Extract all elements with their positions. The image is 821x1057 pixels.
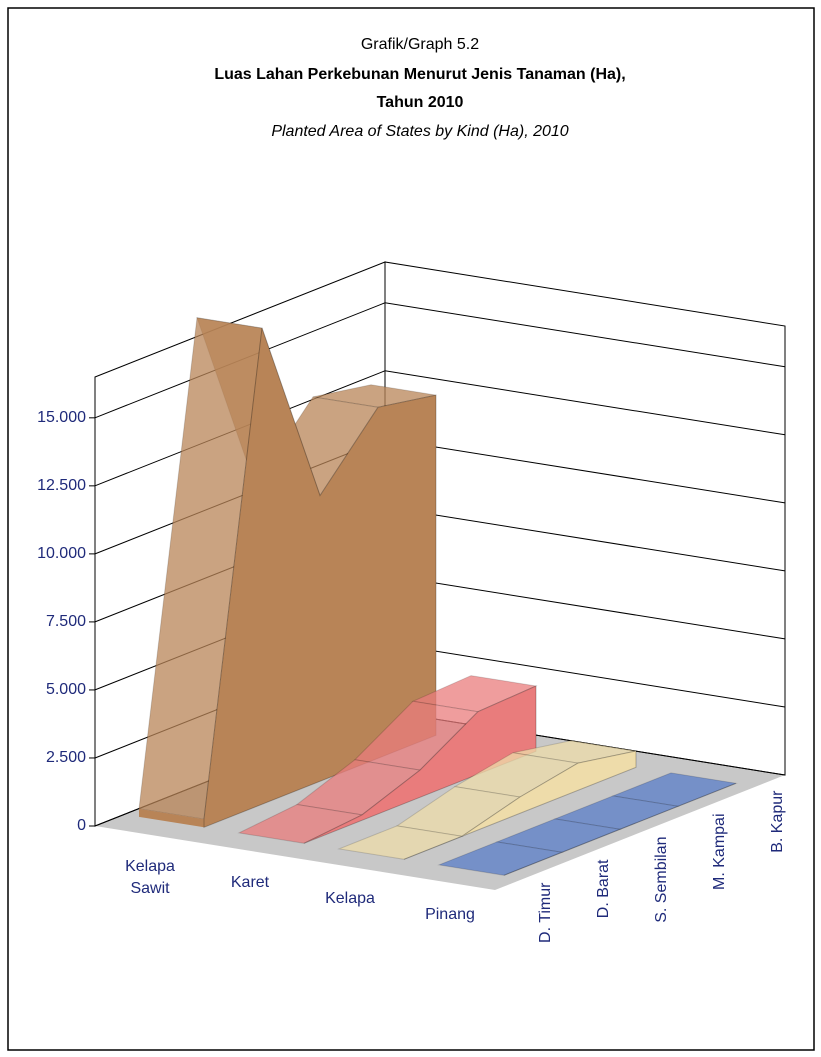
series-label: Karet	[230, 874, 270, 891]
ribbon-face	[203, 327, 437, 829]
series-label: Kelapa	[325, 890, 375, 907]
ribbon-end	[139, 808, 204, 828]
ribbon-face	[503, 782, 737, 876]
x-tick-label: D. Timur	[537, 882, 554, 943]
y-tick-label: 12.500	[37, 477, 86, 494]
chart-title: Tahun 2010	[377, 94, 464, 111]
chart-title: Luas Lahan Perkebunan Menurut Jenis Tana…	[214, 66, 625, 83]
y-tick-label: 5.000	[46, 681, 86, 698]
frame	[7, 7, 815, 1051]
x-tick-label: S. Sembilan	[653, 837, 670, 923]
x-tick-label: M. Kampai	[711, 814, 728, 890]
ribbon-face	[403, 750, 637, 860]
series-label: Kelapa Sawit	[125, 858, 175, 897]
y-tick-label: 0	[77, 817, 86, 834]
x-tick-label: B. Kapur	[769, 790, 786, 853]
y-tick-label: 15.000	[37, 409, 86, 426]
y-tick-label: 7.500	[46, 613, 86, 630]
y-tick-label: 10.000	[37, 545, 86, 562]
series-label: Pinang	[425, 906, 475, 923]
chart-pretitle: Grafik/Graph 5.2	[361, 36, 479, 53]
chart-subtitle: Planted Area of States by Kind (Ha), 201…	[271, 123, 568, 140]
y-tick-label: 2.500	[46, 749, 86, 766]
x-tick-label: D. Barat	[595, 859, 612, 918]
